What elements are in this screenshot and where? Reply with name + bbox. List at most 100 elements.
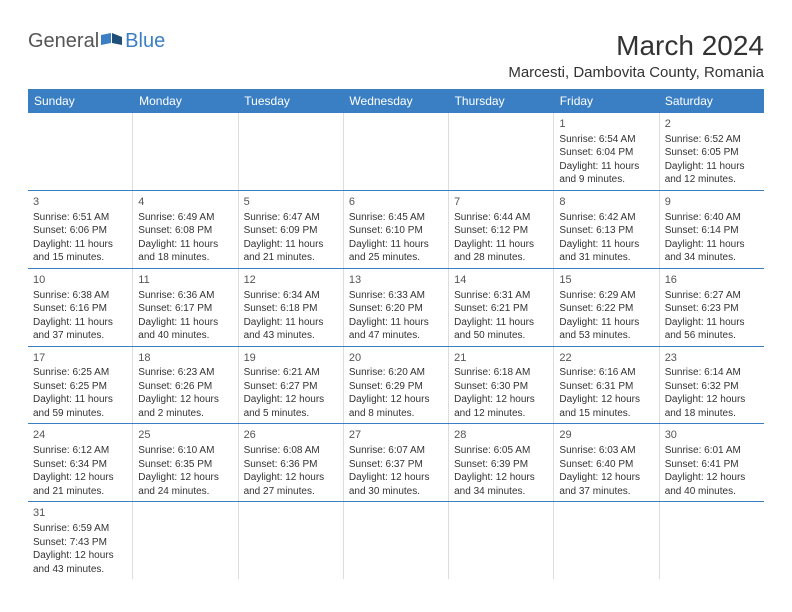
sunrise-text: Sunrise: 6:25 AM	[33, 366, 127, 380]
day-cell: 2Sunrise: 6:52 AMSunset: 6:05 PMDaylight…	[660, 113, 764, 190]
daylight-text: Daylight: 12 hours and 27 minutes.	[244, 471, 338, 498]
logo-general-text: General	[28, 30, 99, 53]
empty-cell	[449, 113, 554, 190]
day-number: 15	[559, 273, 653, 288]
week-row: 24Sunrise: 6:12 AMSunset: 6:34 PMDayligh…	[28, 424, 764, 502]
day-cell: 26Sunrise: 6:08 AMSunset: 6:36 PMDayligh…	[239, 424, 344, 501]
sunset-text: Sunset: 6:39 PM	[454, 458, 548, 472]
day-number: 28	[454, 428, 548, 443]
sunset-text: Sunset: 6:10 PM	[349, 224, 443, 238]
day-number: 9	[665, 195, 759, 210]
day-cell: 1Sunrise: 6:54 AMSunset: 6:04 PMDaylight…	[554, 113, 659, 190]
sunset-text: Sunset: 6:35 PM	[138, 458, 232, 472]
sunset-text: Sunset: 6:31 PM	[559, 380, 653, 394]
day-number: 7	[454, 195, 548, 210]
day-cell: 8Sunrise: 6:42 AMSunset: 6:13 PMDaylight…	[554, 191, 659, 268]
day-cell: 20Sunrise: 6:20 AMSunset: 6:29 PMDayligh…	[344, 347, 449, 424]
sunset-text: Sunset: 6:27 PM	[244, 380, 338, 394]
day-header: Saturday	[659, 89, 764, 113]
empty-cell	[660, 502, 764, 579]
daylight-text: Daylight: 11 hours and 50 minutes.	[454, 316, 548, 343]
sunrise-text: Sunrise: 6:29 AM	[559, 289, 653, 303]
day-number: 31	[33, 506, 127, 521]
empty-cell	[239, 502, 344, 579]
day-number: 23	[665, 351, 759, 366]
daylight-text: Daylight: 11 hours and 12 minutes.	[665, 160, 759, 187]
day-number: 6	[349, 195, 443, 210]
sunset-text: Sunset: 6:23 PM	[665, 302, 759, 316]
day-number: 25	[138, 428, 232, 443]
week-row: 10Sunrise: 6:38 AMSunset: 6:16 PMDayligh…	[28, 269, 764, 347]
sunset-text: Sunset: 6:41 PM	[665, 458, 759, 472]
day-number: 2	[665, 117, 759, 132]
daylight-text: Daylight: 11 hours and 37 minutes.	[33, 316, 127, 343]
daylight-text: Daylight: 11 hours and 18 minutes.	[138, 238, 232, 265]
daylight-text: Daylight: 11 hours and 28 minutes.	[454, 238, 548, 265]
day-header: Monday	[133, 89, 238, 113]
day-number: 3	[33, 195, 127, 210]
sunrise-text: Sunrise: 6:36 AM	[138, 289, 232, 303]
daylight-text: Daylight: 12 hours and 37 minutes.	[559, 471, 653, 498]
day-cell: 18Sunrise: 6:23 AMSunset: 6:26 PMDayligh…	[133, 347, 238, 424]
day-cell: 16Sunrise: 6:27 AMSunset: 6:23 PMDayligh…	[660, 269, 764, 346]
week-row: 1Sunrise: 6:54 AMSunset: 6:04 PMDaylight…	[28, 113, 764, 191]
sunrise-text: Sunrise: 6:42 AM	[559, 211, 653, 225]
daylight-text: Daylight: 12 hours and 2 minutes.	[138, 393, 232, 420]
weeks-container: 1Sunrise: 6:54 AMSunset: 6:04 PMDaylight…	[28, 113, 764, 579]
day-number: 11	[138, 273, 232, 288]
month-title: March 2024	[508, 30, 764, 62]
daylight-text: Daylight: 11 hours and 47 minutes.	[349, 316, 443, 343]
day-number: 20	[349, 351, 443, 366]
calendar: Sunday Monday Tuesday Wednesday Thursday…	[28, 89, 764, 579]
empty-cell	[449, 502, 554, 579]
sunset-text: Sunset: 7:43 PM	[33, 536, 127, 550]
daylight-text: Daylight: 12 hours and 5 minutes.	[244, 393, 338, 420]
sunset-text: Sunset: 6:17 PM	[138, 302, 232, 316]
daylight-text: Daylight: 12 hours and 40 minutes.	[665, 471, 759, 498]
daylight-text: Daylight: 12 hours and 43 minutes.	[33, 549, 127, 576]
day-number: 17	[33, 351, 127, 366]
daylight-text: Daylight: 12 hours and 21 minutes.	[33, 471, 127, 498]
day-number: 12	[244, 273, 338, 288]
empty-cell	[344, 502, 449, 579]
day-cell: 11Sunrise: 6:36 AMSunset: 6:17 PMDayligh…	[133, 269, 238, 346]
sunset-text: Sunset: 6:05 PM	[665, 146, 759, 160]
day-header: Friday	[554, 89, 659, 113]
day-cell: 17Sunrise: 6:25 AMSunset: 6:25 PMDayligh…	[28, 347, 133, 424]
header: General Blue March 2024 Marcesti, Dambov…	[28, 30, 764, 81]
sunset-text: Sunset: 6:32 PM	[665, 380, 759, 394]
sunset-text: Sunset: 6:40 PM	[559, 458, 653, 472]
sunrise-text: Sunrise: 6:54 AM	[559, 133, 653, 147]
sunset-text: Sunset: 6:08 PM	[138, 224, 232, 238]
sunset-text: Sunset: 6:20 PM	[349, 302, 443, 316]
sunrise-text: Sunrise: 6:59 AM	[33, 522, 127, 536]
day-cell: 28Sunrise: 6:05 AMSunset: 6:39 PMDayligh…	[449, 424, 554, 501]
daylight-text: Daylight: 12 hours and 24 minutes.	[138, 471, 232, 498]
day-cell: 12Sunrise: 6:34 AMSunset: 6:18 PMDayligh…	[239, 269, 344, 346]
sunrise-text: Sunrise: 6:31 AM	[454, 289, 548, 303]
daylight-text: Daylight: 12 hours and 18 minutes.	[665, 393, 759, 420]
sunrise-text: Sunrise: 6:47 AM	[244, 211, 338, 225]
sunrise-text: Sunrise: 6:20 AM	[349, 366, 443, 380]
daylight-text: Daylight: 12 hours and 12 minutes.	[454, 393, 548, 420]
day-number: 26	[244, 428, 338, 443]
sunrise-text: Sunrise: 6:16 AM	[559, 366, 653, 380]
daylight-text: Daylight: 12 hours and 15 minutes.	[559, 393, 653, 420]
flag-icon	[101, 30, 123, 53]
sunrise-text: Sunrise: 6:49 AM	[138, 211, 232, 225]
daylight-text: Daylight: 11 hours and 56 minutes.	[665, 316, 759, 343]
day-cell: 4Sunrise: 6:49 AMSunset: 6:08 PMDaylight…	[133, 191, 238, 268]
week-row: 31Sunrise: 6:59 AMSunset: 7:43 PMDayligh…	[28, 502, 764, 579]
daylight-text: Daylight: 12 hours and 8 minutes.	[349, 393, 443, 420]
week-row: 3Sunrise: 6:51 AMSunset: 6:06 PMDaylight…	[28, 191, 764, 269]
day-headers-row: Sunday Monday Tuesday Wednesday Thursday…	[28, 89, 764, 113]
day-cell: 5Sunrise: 6:47 AMSunset: 6:09 PMDaylight…	[239, 191, 344, 268]
daylight-text: Daylight: 11 hours and 43 minutes.	[244, 316, 338, 343]
day-cell: 31Sunrise: 6:59 AMSunset: 7:43 PMDayligh…	[28, 502, 133, 579]
sunrise-text: Sunrise: 6:44 AM	[454, 211, 548, 225]
day-number: 29	[559, 428, 653, 443]
sunset-text: Sunset: 6:25 PM	[33, 380, 127, 394]
sunset-text: Sunset: 6:13 PM	[559, 224, 653, 238]
day-cell: 15Sunrise: 6:29 AMSunset: 6:22 PMDayligh…	[554, 269, 659, 346]
daylight-text: Daylight: 11 hours and 21 minutes.	[244, 238, 338, 265]
